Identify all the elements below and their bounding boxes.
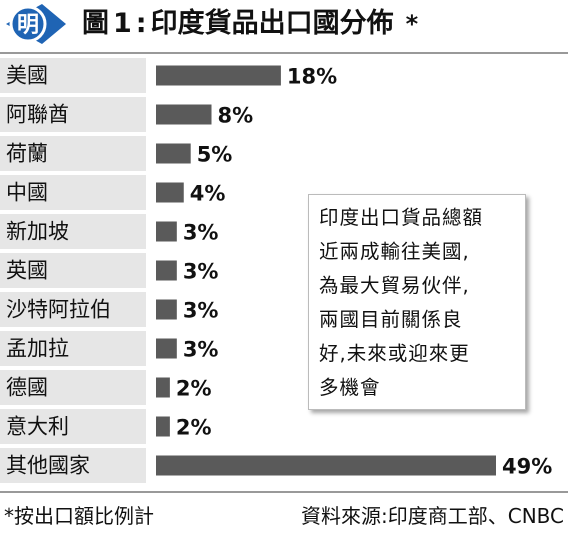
category-label: 沙特阿拉伯: [6, 298, 111, 322]
bar: [156, 338, 177, 359]
title-colon: :: [135, 8, 147, 39]
category-label-bg: [0, 409, 146, 444]
bar: [156, 182, 184, 203]
footer-divider: [0, 491, 568, 493]
category-label: 中國: [6, 181, 48, 205]
chart-header: 明 圖 1: 印度貨品出口國分佈 *: [0, 0, 568, 50]
category-label-bg: [0, 370, 146, 405]
bar-value-label: 8%: [218, 104, 254, 128]
bar-value-label: 3%: [183, 260, 219, 284]
bar: [156, 104, 212, 125]
bar: [156, 299, 177, 320]
category-label: 意大利: [6, 415, 69, 439]
category-label-bg: [0, 97, 146, 132]
note-line: 多機會: [319, 376, 381, 399]
category-label-bg: [0, 448, 146, 483]
bar-value-label: 2%: [176, 416, 212, 440]
bar: [156, 416, 170, 437]
ming-pao-logo: 明: [6, 4, 66, 44]
bar: [156, 377, 170, 398]
category-label-bg: [0, 136, 146, 171]
bar: [156, 65, 281, 86]
bar-value-label: 3%: [183, 338, 219, 362]
category-label: 德國: [6, 376, 48, 400]
category-label: 新加坡: [6, 220, 69, 244]
category-label-bg: [0, 253, 146, 288]
category-label: 荷蘭: [6, 142, 48, 166]
footnote: *按出口額比例計: [4, 504, 154, 528]
category-label: 其他國家: [6, 454, 90, 478]
title-number: 1: [113, 8, 132, 39]
note-line: 為最大貿易伙伴,: [319, 274, 470, 297]
bar-value-label: 3%: [183, 299, 219, 323]
note-line: 近兩成輸往美國,: [319, 240, 470, 263]
bar-value-label: 3%: [183, 221, 219, 245]
title-text: 印度貨品出口國分佈: [150, 8, 394, 39]
category-label: 美國: [6, 64, 48, 88]
category-label: 阿聯酋: [6, 103, 69, 127]
category-label-bg: [0, 58, 146, 93]
source-credit: 資料來源:印度商工部、CNBC: [301, 504, 564, 528]
note-line: 兩國目前關係良: [319, 308, 463, 331]
category-label-bg: [0, 214, 146, 249]
bar-chart: 美國 18% 阿聯酋 8% 荷蘭 5% 中國 4% 新加坡 3% 英國 3% 沙特阿拉伯 3% 孟加拉 3% 德…: [0, 58, 568, 486]
category-label-bg: [0, 331, 146, 366]
note-line: 好,未來或迎來更: [319, 342, 470, 365]
chart-title: 圖 1: 印度貨品出口國分佈 *: [82, 4, 418, 44]
header-divider: [0, 52, 568, 54]
bar: [156, 455, 496, 476]
logo-circle: [9, 5, 47, 43]
title-star: *: [405, 10, 419, 38]
bar-value-label: 5%: [197, 143, 233, 167]
category-label: 英國: [6, 259, 48, 283]
title-prefix: 圖: [82, 8, 109, 39]
bar-chart-svg: 美國 18% 阿聯酋 8% 荷蘭 5% 中國 4% 新加坡 3% 英國 3% 沙特阿拉伯 3% 孟加拉 3% 德…: [0, 58, 552, 483]
annotation-note-box: 印度出口貨品總額 近兩成輸往美國, 為最大貿易伙伴, 兩國目前關係良 好,未來或迎來更多…: [308, 194, 526, 410]
note-line: 印度出口貨品總額: [319, 206, 484, 229]
bar-value-label: 49%: [502, 455, 552, 479]
chart-footer: *按出口額比例計 資料來源:印度商工部、CNBC: [0, 497, 568, 535]
bar-value-label: 4%: [190, 182, 226, 206]
bar-value-label: 2%: [176, 377, 212, 401]
category-label: 孟加拉: [6, 337, 69, 361]
category-label-bg: [0, 292, 146, 327]
bar: [156, 260, 177, 281]
bar-value-label: 18%: [287, 65, 337, 89]
bar: [156, 221, 177, 242]
bar: [156, 143, 191, 164]
logo-text: 明: [17, 13, 39, 38]
category-label-bg: [0, 175, 146, 210]
